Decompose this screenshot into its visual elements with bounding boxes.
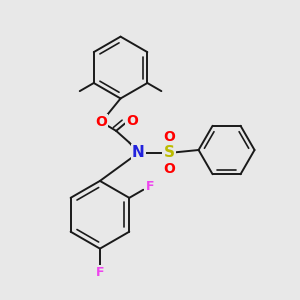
Text: F: F (96, 266, 104, 279)
Text: O: O (126, 114, 138, 128)
Text: S: S (164, 146, 175, 160)
Text: O: O (95, 115, 107, 129)
Text: O: O (163, 130, 175, 144)
Text: F: F (146, 180, 154, 193)
Text: N: N (132, 146, 145, 160)
Text: O: O (163, 162, 175, 176)
